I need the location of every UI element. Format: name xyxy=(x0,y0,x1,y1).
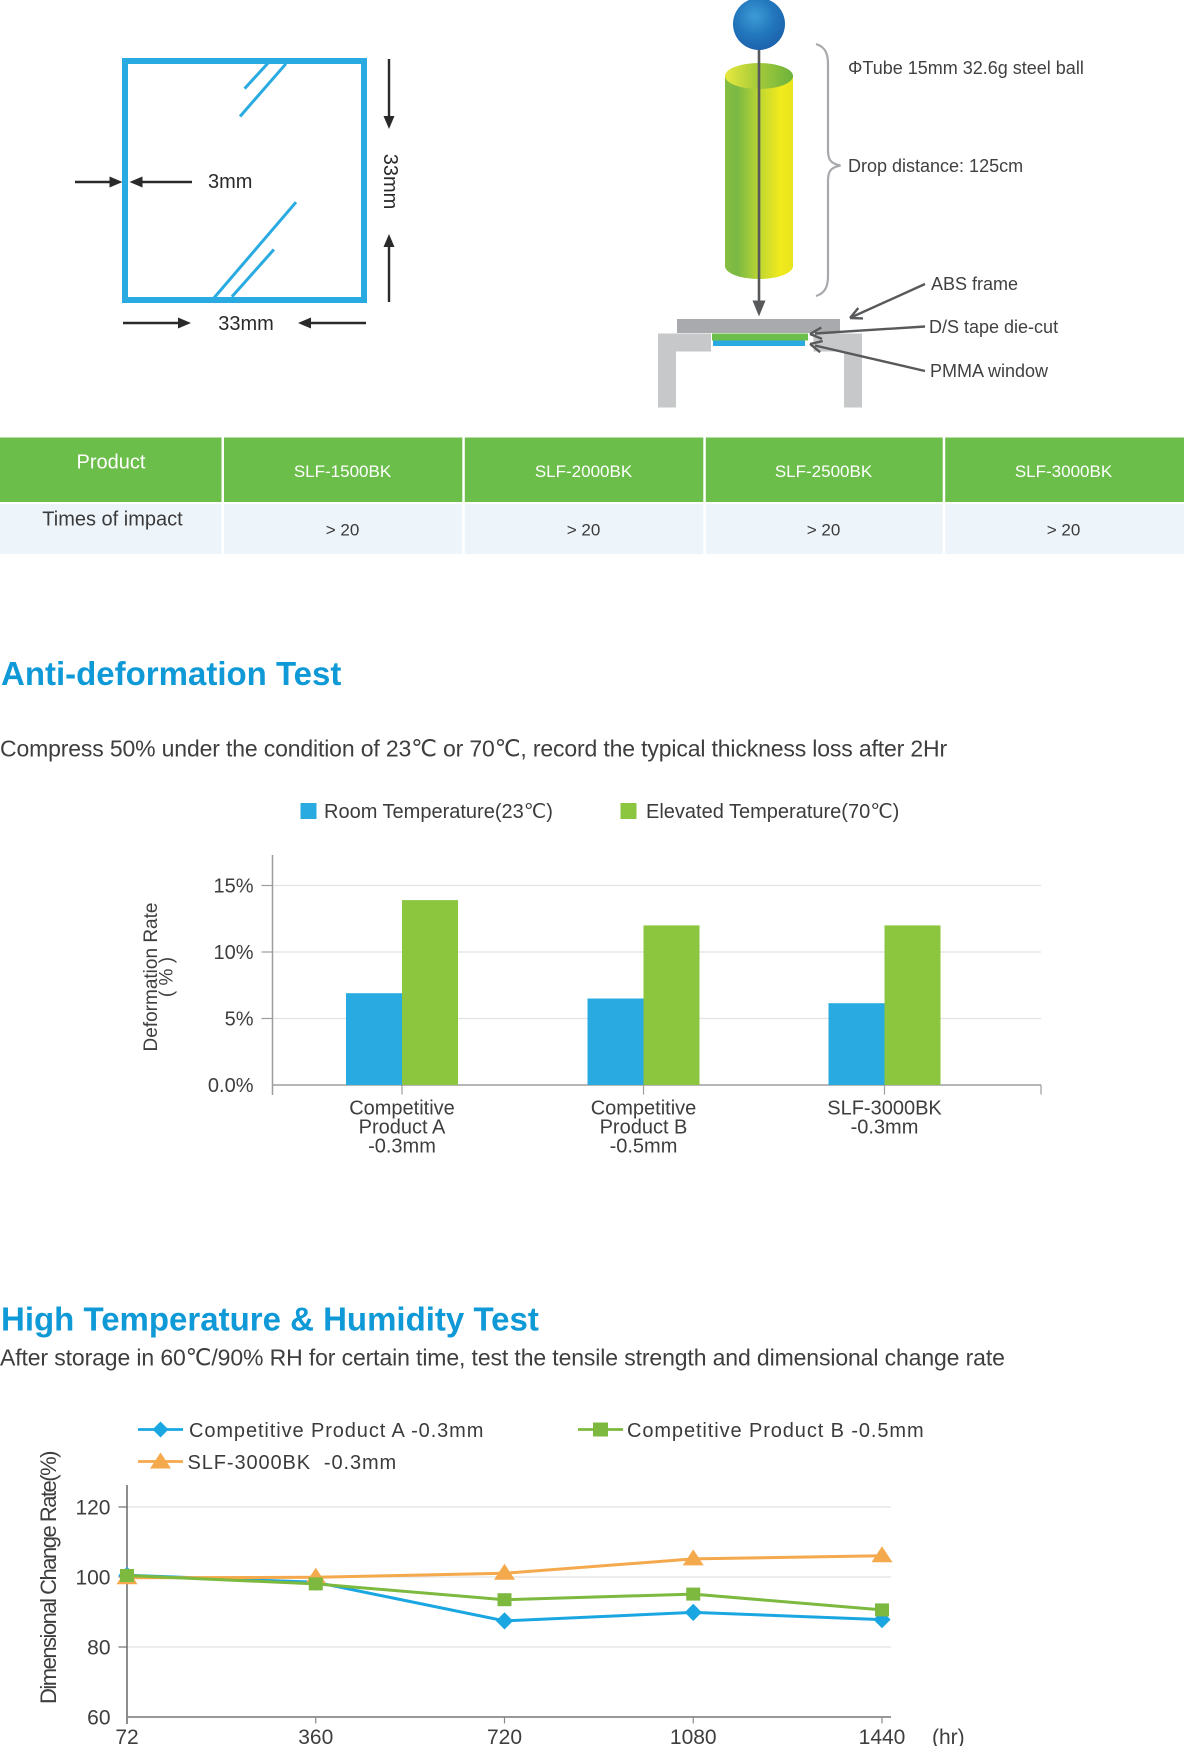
svg-text:3mm: 3mm xyxy=(208,171,252,193)
svg-text:1440: 1440 xyxy=(859,1726,906,1746)
svg-text:Competitive Product B -0.5mm: Competitive Product B -0.5mm xyxy=(627,1420,925,1442)
svg-text:-0.5mm: -0.5mm xyxy=(610,1136,678,1158)
svg-text:Competitive Product A -0.3mm: Competitive Product A -0.3mm xyxy=(189,1420,484,1442)
svg-text:> 20: > 20 xyxy=(1047,521,1081,540)
svg-text:5%: 5% xyxy=(225,1009,254,1031)
svg-text:80: 80 xyxy=(87,1637,110,1660)
svg-text:72: 72 xyxy=(115,1726,138,1746)
svg-text:Product A: Product A xyxy=(359,1117,446,1139)
svg-text:Room Temperature(23℃): Room Temperature(23℃) xyxy=(324,801,553,823)
svg-text:33mm: 33mm xyxy=(379,154,401,210)
svg-text:Compress 50% under the conditi: Compress 50% under the condition of 23℃ … xyxy=(0,736,947,762)
svg-text:Product: Product xyxy=(77,452,146,474)
svg-text:Times of impact: Times of impact xyxy=(42,509,183,531)
svg-text:> 20: > 20 xyxy=(807,521,841,540)
svg-text:SLF-3000BK: SLF-3000BK xyxy=(827,1098,942,1120)
svg-text:ΦTube 15mm 32.6g steel ball: ΦTube 15mm 32.6g steel ball xyxy=(848,58,1084,78)
svg-text:SLF-3000BK -0.3mm: SLF-3000BK -0.3mm xyxy=(188,1452,398,1474)
svg-text:SLF-2500BK: SLF-2500BK xyxy=(775,462,873,481)
svg-text:D/S tape die-cut: D/S tape die-cut xyxy=(929,317,1058,337)
svg-text:15%: 15% xyxy=(213,876,253,898)
svg-text:Drop distance: 125cm: Drop distance: 125cm xyxy=(848,156,1023,176)
svg-text:(hr): (hr) xyxy=(932,1726,965,1746)
svg-text:-0.3mm: -0.3mm xyxy=(368,1136,436,1158)
svg-text:PMMA window: PMMA window xyxy=(930,361,1049,381)
svg-text:Product B: Product B xyxy=(600,1117,688,1139)
svg-text:> 20: > 20 xyxy=(567,521,601,540)
svg-text:720: 720 xyxy=(487,1726,522,1746)
svg-text:Anti-deformation Test: Anti-deformation Test xyxy=(1,655,341,692)
svg-text:Competitive: Competitive xyxy=(591,1098,697,1120)
svg-text:ABS frame: ABS frame xyxy=(931,274,1018,294)
svg-text:10%: 10% xyxy=(213,942,253,964)
svg-text:High Temperature & Humidity Te: High Temperature & Humidity Test xyxy=(1,1301,539,1338)
svg-text:Deformation Rate: Deformation Rate xyxy=(141,903,162,1052)
svg-text:SLF-3000BK: SLF-3000BK xyxy=(1015,462,1113,481)
svg-text:SLF-2000BK: SLF-2000BK xyxy=(535,462,633,481)
svg-text:Elevated Temperature(70℃): Elevated Temperature(70℃) xyxy=(646,801,899,823)
svg-text:120: 120 xyxy=(75,1497,110,1520)
svg-text:> 20: > 20 xyxy=(326,521,360,540)
svg-text:60: 60 xyxy=(87,1707,110,1730)
svg-text:SLF-1500BK: SLF-1500BK xyxy=(294,462,392,481)
svg-text:100: 100 xyxy=(75,1567,110,1590)
svg-text:Competitive: Competitive xyxy=(349,1098,455,1120)
svg-text:After storage in 60℃/90% RH fo: After storage in 60℃/90% RH for certain … xyxy=(0,1344,1005,1370)
svg-text:33mm: 33mm xyxy=(218,313,274,335)
svg-text:360: 360 xyxy=(298,1726,333,1746)
svg-text:( % ): ( % ) xyxy=(157,957,178,997)
svg-text:1080: 1080 xyxy=(670,1726,717,1746)
svg-text:Dimensional Change Rate(%): Dimensional Change Rate(%) xyxy=(36,1452,61,1704)
svg-text:0.0%: 0.0% xyxy=(208,1075,254,1097)
svg-text:-0.3mm: -0.3mm xyxy=(851,1117,919,1139)
